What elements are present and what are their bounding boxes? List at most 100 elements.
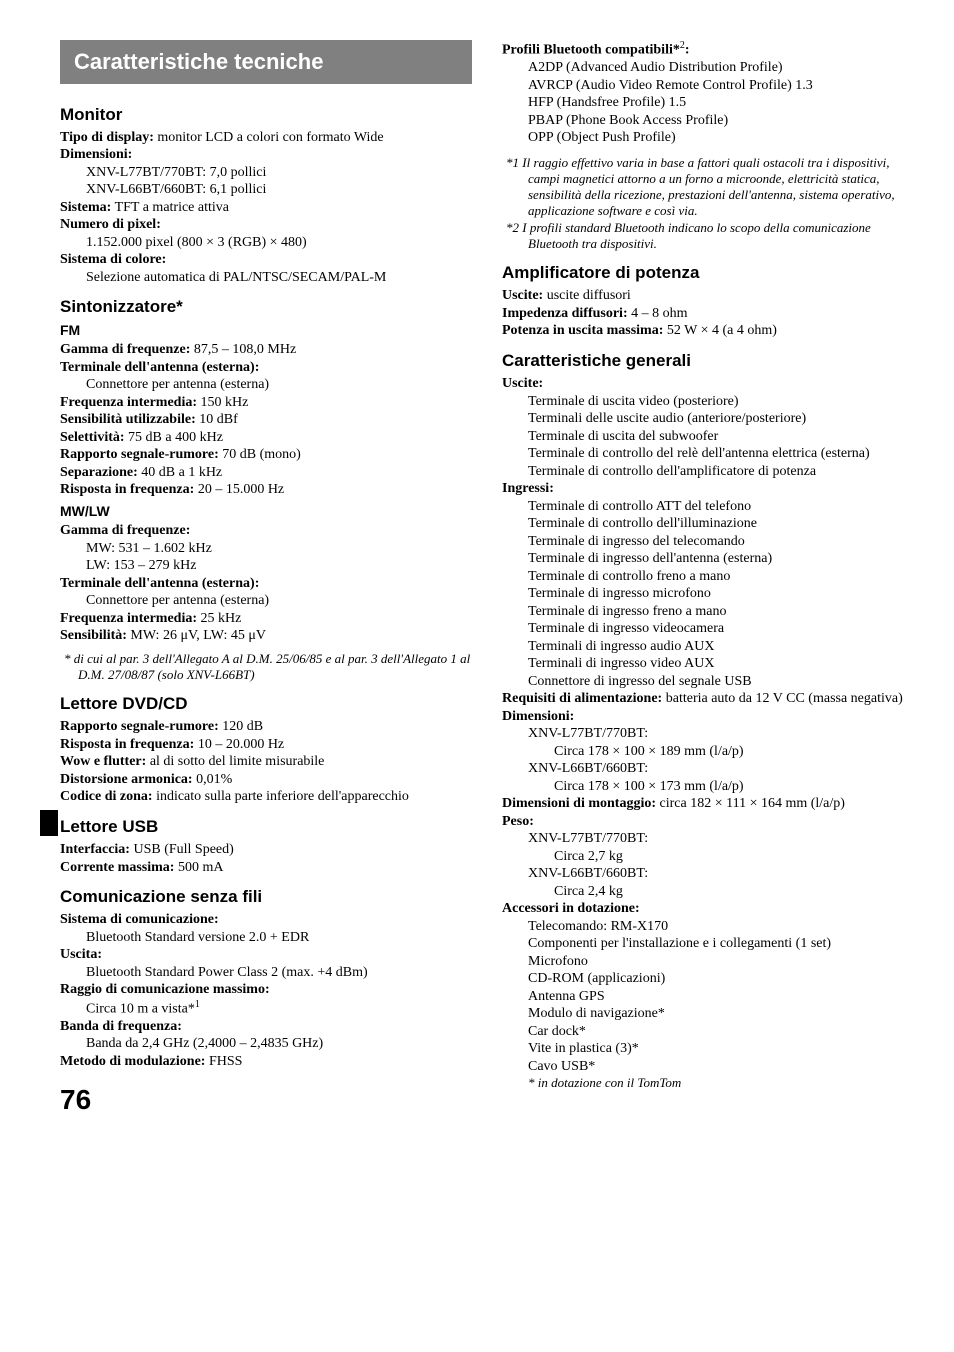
- spec-line: Rapporto segnale-rumore: 120 dB: [60, 718, 472, 736]
- spec-label: Sistema di comunicazione:: [60, 912, 219, 927]
- spec-subline: Microfono: [502, 953, 914, 971]
- spec-value: 10 dBf: [196, 412, 238, 427]
- accessory-footnote: * in dotazione con il TomTom: [502, 1075, 914, 1091]
- spec-label: Terminale dell'antenna (esterna):: [60, 360, 259, 375]
- spec-label: Dimensioni di montaggio:: [502, 796, 656, 811]
- spec-line: Uscita:: [60, 946, 472, 964]
- spec-subline: HFP (Handsfree Profile) 1.5: [502, 94, 914, 112]
- footnote-label: *1: [506, 155, 519, 170]
- dvd-heading: Lettore DVD/CD: [60, 693, 472, 714]
- spec-line: Banda di frequenza:: [60, 1018, 472, 1036]
- spec-subline: XNV-L66BT/660BT:: [502, 865, 914, 883]
- spec-line: Codice di zona: indicato sulla parte inf…: [60, 788, 472, 806]
- spec-label: Accessori in dotazione:: [502, 901, 640, 916]
- spec-subline: XNV-L77BT/770BT: 7,0 pollici: [60, 164, 472, 182]
- spec-line: Accessori in dotazione:: [502, 900, 914, 918]
- spec-subline: Telecomando: RM-X170: [502, 918, 914, 936]
- monitor-heading: Monitor: [60, 104, 472, 125]
- spec-subline: Antenna GPS: [502, 988, 914, 1006]
- footnote-label: *2: [506, 220, 519, 235]
- spec-label: Terminale dell'antenna (esterna):: [60, 576, 259, 591]
- spec-line: Potenza in uscita massima: 52 W × 4 (a 4…: [502, 322, 914, 340]
- spec-subline: A2DP (Advanced Audio Distribution Profil…: [502, 59, 914, 77]
- title-banner: Caratteristiche tecniche: [60, 40, 472, 84]
- spec-value: MW: 26 μV, LW: 45 μV: [127, 628, 266, 643]
- spec-line: Frequenza intermedia: 150 kHz: [60, 394, 472, 412]
- spec-line: Gamma di frequenze: 87,5 – 108,0 MHz: [60, 341, 472, 359]
- spec-label: Uscite:: [502, 288, 543, 303]
- spec-line: Terminale dell'antenna (esterna):: [60, 359, 472, 377]
- spec-value: 120 dB: [219, 719, 263, 734]
- spec-subline: Terminale di uscita del subwoofer: [502, 428, 914, 446]
- right-column: Profili Bluetooth compatibili*2: A2DP (A…: [502, 40, 914, 1117]
- spec-subline: Bluetooth Standard versione 2.0 + EDR: [60, 929, 472, 947]
- spec-label: Risposta in frequenza:: [60, 482, 194, 497]
- mwlw-subheading: MW/LW: [60, 503, 472, 521]
- page-edge-marker: [40, 810, 58, 836]
- spec-label: Tipo di display:: [60, 130, 154, 145]
- spec-value: batteria auto da 12 V CC (massa negativa…: [662, 691, 903, 706]
- spec-subline: Circa 178 × 100 × 189 mm (l/a/p): [502, 743, 914, 761]
- spec-value: 500 mA: [174, 860, 223, 875]
- spec-label: Dimensioni:: [60, 147, 132, 162]
- spec-line: Uscite:: [502, 375, 914, 393]
- bt-heading-post: :: [685, 43, 690, 58]
- spec-line: Sistema di colore:: [60, 251, 472, 269]
- spec-value: 150 kHz: [197, 395, 248, 410]
- spec-subline: Bluetooth Standard Power Class 2 (max. +…: [60, 964, 472, 982]
- spec-line: Gamma di frequenze:: [60, 522, 472, 540]
- spec-label: Impedenza diffusori:: [502, 306, 628, 321]
- spec-line: Risposta in frequenza: 20 – 15.000 Hz: [60, 481, 472, 499]
- spec-subline: XNV-L77BT/770BT:: [502, 830, 914, 848]
- spec-subline: Circa 2,4 kg: [502, 883, 914, 901]
- spec-label: Potenza in uscita massima:: [502, 323, 663, 338]
- spec-subline: Banda da 2,4 GHz (2,4000 – 2,4835 GHz): [60, 1035, 472, 1053]
- spec-label: Selettività:: [60, 430, 125, 445]
- spec-value: 10 – 20.000 Hz: [194, 737, 284, 752]
- spec-value: circa 182 × 111 × 164 mm (l/a/p): [656, 796, 845, 811]
- spec-label: Distorsione armonica:: [60, 772, 193, 787]
- spec-subline: Circa 178 × 100 × 173 mm (l/a/p): [502, 778, 914, 796]
- spec-label: Metodo di modulazione:: [60, 1054, 205, 1069]
- footnote-text: Il raggio effettivo varia in base a fatt…: [522, 155, 894, 219]
- spec-label: Dimensioni:: [502, 709, 574, 724]
- spec-subline: Terminale di ingresso freno a mano: [502, 603, 914, 621]
- tuner-footnote: * di cui al par. 3 dell'Allegato A al D.…: [60, 651, 472, 684]
- page-number: 76: [60, 1082, 472, 1117]
- spec-line: Sensibilità utilizzabile: 10 dBf: [60, 411, 472, 429]
- spec-label: Uscita:: [60, 947, 102, 962]
- spec-line: Tipo di display: monitor LCD a colori co…: [60, 129, 472, 147]
- spec-value: 25 kHz: [197, 611, 241, 626]
- spec-subline: PBAP (Phone Book Access Profile): [502, 112, 914, 130]
- spec-value: al di sotto del limite misurabile: [146, 754, 324, 769]
- spec-value: indicato sulla parte inferiore dell'appa…: [153, 789, 409, 804]
- spec-value: 70 dB (mono): [219, 447, 301, 462]
- spec-subline: Terminale di controllo ATT del telefono: [502, 498, 914, 516]
- spec-line: Sensibilità: MW: 26 μV, LW: 45 μV: [60, 627, 472, 645]
- spec-value: 4 – 8 ohm: [628, 306, 688, 321]
- spec-value: 40 dB a 1 kHz: [138, 465, 222, 480]
- spec-line: Risposta in frequenza: 10 – 20.000 Hz: [60, 736, 472, 754]
- spec-line: Frequenza intermedia: 25 kHz: [60, 610, 472, 628]
- spec-label: Rapporto segnale-rumore:: [60, 719, 219, 734]
- general-heading: Caratteristiche generali: [502, 350, 914, 371]
- spec-line: Terminale dell'antenna (esterna):: [60, 575, 472, 593]
- spec-line: Separazione: 40 dB a 1 kHz: [60, 464, 472, 482]
- spec-value: monitor LCD a colori con formato Wide: [154, 130, 384, 145]
- spec-label: Sensibilità utilizzabile:: [60, 412, 196, 427]
- spec-line: Selettività: 75 dB a 400 kHz: [60, 429, 472, 447]
- spec-subline: 1.152.000 pixel (800 × 3 (RGB) × 480): [60, 234, 472, 252]
- spec-value: TFT a matrice attiva: [111, 200, 229, 215]
- spec-subline: Terminale di ingresso videocamera: [502, 620, 914, 638]
- spec-line: Impedenza diffusori: 4 – 8 ohm: [502, 305, 914, 323]
- spec-subline: Terminale di uscita video (posteriore): [502, 393, 914, 411]
- spec-subline: XNV-L66BT/660BT:: [502, 760, 914, 778]
- spec-value: FHSS: [205, 1054, 242, 1069]
- spec-subline: CD-ROM (applicazioni): [502, 970, 914, 988]
- spec-line: Requisiti di alimentazione: batteria aut…: [502, 690, 914, 708]
- spec-label: Risposta in frequenza:: [60, 737, 194, 752]
- spec-line: Dimensioni:: [502, 708, 914, 726]
- spec-value: 75 dB a 400 kHz: [125, 430, 223, 445]
- spec-value: uscite diffusori: [543, 288, 631, 303]
- spec-line: Raggio di comunicazione massimo:: [60, 981, 472, 999]
